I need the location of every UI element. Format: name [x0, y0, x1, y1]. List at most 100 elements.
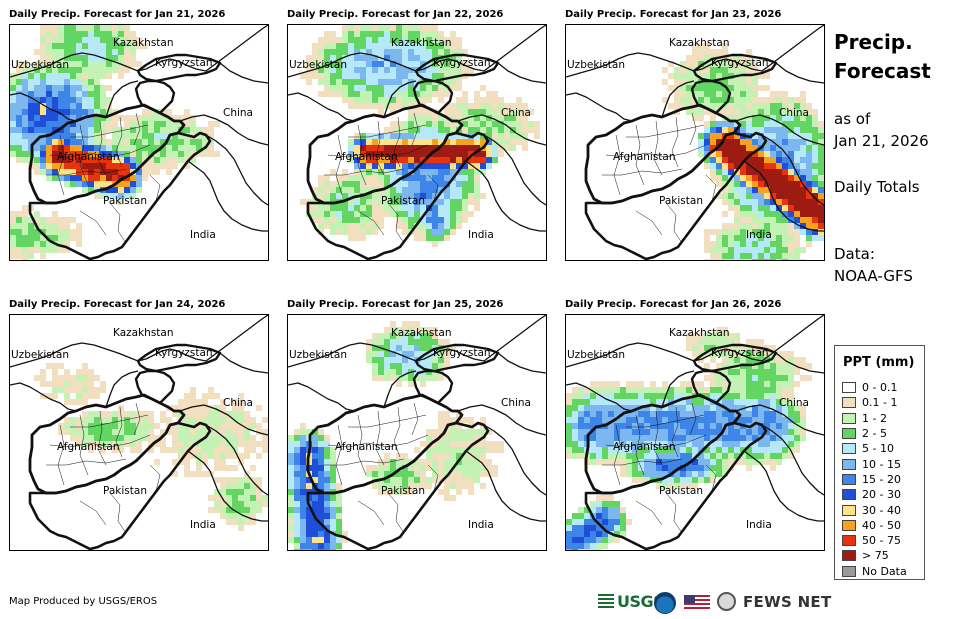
panel-title: Daily Precip. Forecast for Jan 22, 2026: [287, 9, 504, 20]
panel-title: Daily Precip. Forecast for Jan 26, 2026: [565, 299, 782, 310]
forecast-panel-2: Daily Precip. Forecast for Jan 22, 2026 K…: [287, 9, 547, 289]
tajikistan-border: [134, 369, 176, 405]
country-label-kyrgyzstan: Kyrgyzstan: [711, 57, 769, 69]
legend-label: 5 - 10: [862, 442, 894, 456]
country-label-india: India: [468, 519, 494, 531]
legend-item: 20 - 30: [842, 487, 907, 502]
afghanistan-border: [306, 393, 464, 495]
northern-border: [566, 25, 824, 78]
country-label-kyrgyzstan: Kyrgyzstan: [433, 57, 491, 69]
legend-label: 40 - 50: [862, 518, 901, 532]
country-label-kazakhstan: Kazakhstan: [391, 327, 452, 339]
china-border: [457, 62, 546, 206]
india-border: [743, 160, 824, 232]
country-label-india: India: [746, 519, 772, 531]
country-label-kazakhstan: Kazakhstan: [113, 327, 174, 339]
country-label-kyrgyzstan: Kyrgyzstan: [433, 347, 491, 359]
country-label-uzbekistan: Uzbekistan: [289, 349, 347, 361]
legend-item: 40 - 50: [842, 518, 907, 533]
precip-map: Kazakhstan Uzbekistan Kyrgyzstan China Afgha…: [565, 24, 825, 261]
legend-swatch: [842, 412, 856, 424]
province-boundaries: [46, 402, 161, 534]
country-label-china: China: [501, 397, 531, 409]
afghanistan-border: [28, 393, 186, 495]
afghanistan-border: [584, 103, 742, 205]
legend-swatch: [842, 504, 856, 516]
legend-swatch: [842, 535, 856, 547]
legend-label: > 75: [862, 549, 889, 563]
northern-border: [288, 25, 546, 78]
country-label-uzbekistan: Uzbekistan: [11, 349, 69, 361]
panel-title: Daily Precip. Forecast for Jan 24, 2026: [9, 299, 226, 310]
province-boundaries: [602, 112, 717, 244]
legend-label: 0.1 - 1: [862, 396, 898, 410]
country-label-kyrgyzstan: Kyrgyzstan: [711, 347, 769, 359]
country-label-uzbekistan: Uzbekistan: [289, 59, 347, 71]
country-label-kyrgyzstan: Kyrgyzstan: [155, 347, 213, 359]
legend-swatch: [842, 382, 856, 394]
legend-label: 10 - 15: [862, 457, 901, 471]
india-border: [187, 450, 268, 522]
country-label-pakistan: Pakistan: [381, 485, 425, 497]
panel-title: Daily Precip. Forecast for Jan 21, 2026: [9, 9, 226, 20]
legend-item: 50 - 75: [842, 533, 907, 548]
daily-totals-label: Daily Totals: [834, 178, 920, 196]
country-label-afghanistan: Afghanistan: [57, 151, 120, 163]
legend-swatch: [842, 458, 856, 470]
province-boundaries: [324, 112, 439, 244]
northern-border: [566, 315, 824, 368]
northern-border: [288, 315, 546, 368]
country-label-china: China: [779, 397, 809, 409]
province-boundaries: [46, 112, 161, 244]
country-label-pakistan: Pakistan: [659, 485, 703, 497]
usgs-logo: USGS: [598, 592, 665, 611]
country-label-india: India: [190, 229, 216, 241]
country-label-kazakhstan: Kazakhstan: [113, 37, 174, 49]
legend-label: 30 - 40: [862, 503, 901, 517]
country-label-pakistan: Pakistan: [381, 195, 425, 207]
forecast-panel-1: Daily Precip. Forecast for Jan 21, 2026 K…: [9, 9, 269, 289]
precip-raster: [10, 315, 268, 550]
country-label-uzbekistan: Uzbekistan: [567, 349, 625, 361]
legend-swatch: [842, 519, 856, 531]
legend-title: PPT (mm): [843, 355, 915, 370]
precip-map: Kazakhstan Uzbekistan Kyrgyzstan China Afgha…: [9, 24, 269, 261]
legend-swatch: [842, 397, 856, 409]
afghanistan-border: [28, 103, 186, 205]
tajikistan-border: [134, 79, 176, 115]
country-label-kyrgyzstan: Kyrgyzstan: [155, 57, 213, 69]
india-border: [465, 160, 546, 232]
state-seal-logo: [717, 592, 736, 611]
forecast-panel-4: Daily Precip. Forecast for Jan 24, 2026 K…: [9, 299, 269, 579]
legend-item: 0 - 0.1: [842, 380, 907, 395]
data-source-label: Data: NOAA-GFS: [834, 245, 913, 285]
afghanistan-border: [306, 103, 464, 205]
country-label-pakistan: Pakistan: [103, 485, 147, 497]
legend-item: 30 - 40: [842, 502, 907, 517]
legend-swatch: [842, 473, 856, 485]
legend-item: 0.1 - 1: [842, 395, 907, 410]
precip-map: Kazakhstan Uzbekistan Kyrgyzstan China Afgha…: [9, 314, 269, 551]
precip-map: Kazakhstan Uzbekistan Kyrgyzstan China Afgha…: [565, 314, 825, 551]
country-label-uzbekistan: Uzbekistan: [567, 59, 625, 71]
legend-label: 1 - 2: [862, 411, 887, 425]
country-label-kazakhstan: Kazakhstan: [669, 327, 730, 339]
legend-label: 20 - 30: [862, 488, 901, 502]
northern-border: [10, 25, 268, 78]
map-credit: Map Produced by USGS/EROS: [9, 596, 158, 607]
precip-raster: [288, 315, 546, 550]
legend-label: 2 - 5: [862, 427, 887, 441]
legend-item: 15 - 20: [842, 472, 907, 487]
country-label-china: China: [223, 397, 253, 409]
india-border: [465, 450, 546, 522]
india-border: [743, 450, 824, 522]
country-label-uzbekistan: Uzbekistan: [11, 59, 69, 71]
legend-label: 50 - 75: [862, 534, 901, 548]
legend-item: 2 - 5: [842, 426, 907, 441]
afghanistan-border: [584, 393, 742, 495]
precip-map: Kazakhstan Uzbekistan Kyrgyzstan China Afgha…: [287, 24, 547, 261]
side-title: Precip. Forecast: [834, 30, 931, 83]
legend-swatch: [842, 565, 856, 577]
country-label-kazakhstan: Kazakhstan: [391, 37, 452, 49]
